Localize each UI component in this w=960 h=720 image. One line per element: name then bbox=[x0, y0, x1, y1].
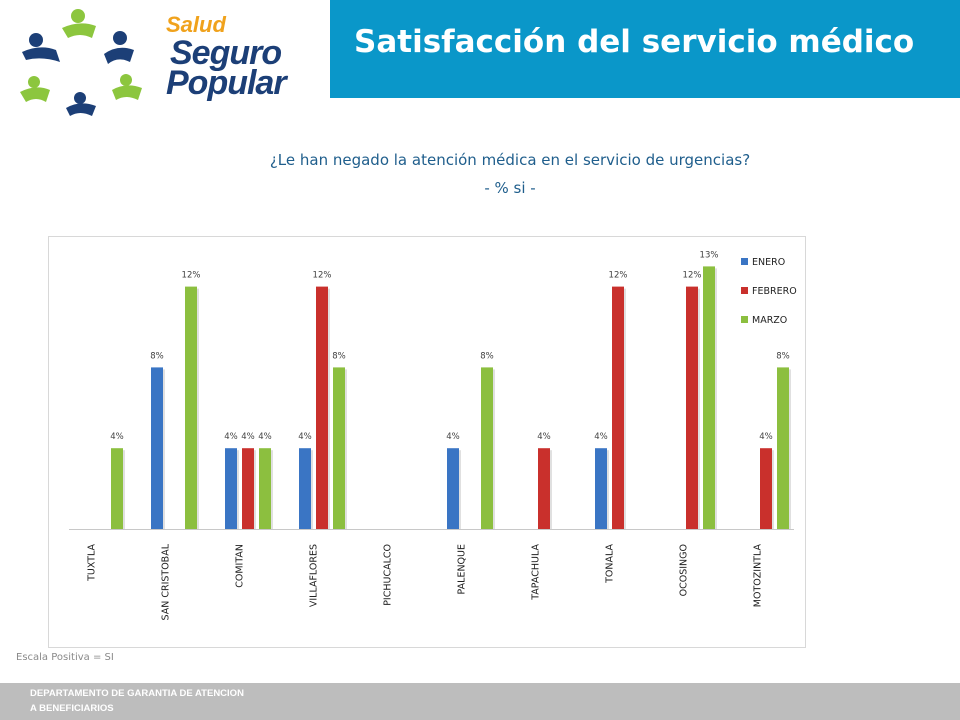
data-label: 4% bbox=[258, 432, 272, 442]
bar-enero-7 bbox=[595, 448, 607, 529]
data-label: 4% bbox=[594, 432, 608, 442]
category-label: TUXTLA bbox=[87, 544, 98, 582]
logo-salud-text: Salud bbox=[166, 12, 226, 37]
logo-popular-text: Popular bbox=[166, 64, 287, 102]
category-label: TONALA bbox=[605, 544, 616, 584]
data-label: 12% bbox=[609, 271, 628, 281]
data-label: 8% bbox=[332, 351, 346, 361]
chart-frame: 4% TUXTLA 8% 12% SAN CRISTOBAL 4% 4% 4% COMITAN 4… bbox=[48, 236, 806, 648]
legend-label-enero: ENERO bbox=[752, 257, 785, 268]
category-label: COMITAN bbox=[235, 544, 246, 588]
data-label: 4% bbox=[224, 432, 238, 442]
data-label: 4% bbox=[241, 432, 255, 442]
bar-enero-2 bbox=[225, 448, 237, 529]
category-label: VILLAFLORES bbox=[309, 544, 320, 607]
bar-marzo-1 bbox=[185, 286, 197, 529]
category-label: PALENQUE bbox=[457, 544, 468, 594]
data-label: 4% bbox=[759, 432, 773, 442]
bar-marzo-0 bbox=[111, 448, 123, 529]
chart-subtitle: - % si - bbox=[484, 179, 536, 197]
data-label: 12% bbox=[683, 271, 702, 281]
bar-marzo-8 bbox=[703, 266, 715, 529]
bar-febrero-9 bbox=[760, 448, 772, 529]
data-label: 4% bbox=[110, 432, 124, 442]
bar-febrero-3 bbox=[316, 286, 328, 529]
title-bar: Satisfacción del servicio médico bbox=[330, 0, 960, 98]
data-label: 8% bbox=[480, 351, 494, 361]
data-label: 8% bbox=[776, 351, 790, 361]
category-label: SAN CRISTOBAL bbox=[161, 543, 172, 620]
bar-febrero-7 bbox=[612, 286, 624, 529]
bar-marzo-5 bbox=[481, 367, 493, 529]
bar-febrero-6 bbox=[538, 448, 550, 529]
logo: Salud Seguro Popular bbox=[0, 0, 330, 120]
bar-enero-3 bbox=[299, 448, 311, 529]
legend-swatch-marzo bbox=[741, 316, 748, 323]
data-label: 12% bbox=[313, 271, 332, 281]
bar-marzo-2 bbox=[259, 448, 271, 529]
bar-marzo-9 bbox=[777, 367, 789, 529]
chart-question: ¿Le han negado la atención médica en el … bbox=[269, 151, 751, 169]
legend-label-febrero: FEBRERO bbox=[752, 286, 797, 297]
footer-line-2: A BENEFICIARIOS bbox=[30, 703, 114, 714]
logo-seguro-text: Seguro bbox=[170, 34, 282, 72]
category-label: OCOSINGO bbox=[679, 544, 690, 596]
page-title: Satisfacción del servicio médico bbox=[354, 24, 915, 60]
logo-figures-icon bbox=[20, 9, 142, 116]
footer-text: DEPARTAMENTO DE GARANTIA DE ATENCION A B… bbox=[30, 686, 244, 716]
data-label: 13% bbox=[700, 250, 719, 260]
legend-label-marzo: MARZO bbox=[752, 315, 787, 326]
data-label: 4% bbox=[537, 432, 551, 442]
legend-swatch-febrero bbox=[741, 287, 748, 294]
category-label: TAPACHULA bbox=[531, 544, 542, 601]
bar-febrero-8 bbox=[686, 286, 698, 529]
category-label: PICHUCALCO bbox=[383, 544, 394, 606]
data-label: 12% bbox=[182, 271, 201, 281]
bar-enero-5 bbox=[447, 448, 459, 529]
footer-bar: DEPARTAMENTO DE GARANTIA DE ATENCION A B… bbox=[0, 683, 960, 720]
bar-marzo-3 bbox=[333, 367, 345, 529]
data-label: 4% bbox=[446, 432, 460, 442]
scale-note: Escala Positiva = SI bbox=[16, 652, 114, 663]
data-label: 4% bbox=[298, 432, 312, 442]
category-label: MOTOZINTLA bbox=[753, 544, 764, 608]
data-label: 8% bbox=[150, 351, 164, 361]
bar-enero-1 bbox=[151, 367, 163, 529]
bar-febrero-2 bbox=[242, 448, 254, 529]
legend-swatch-enero bbox=[741, 258, 748, 265]
footer-line-1: DEPARTAMENTO DE GARANTIA DE ATENCION bbox=[30, 688, 244, 699]
